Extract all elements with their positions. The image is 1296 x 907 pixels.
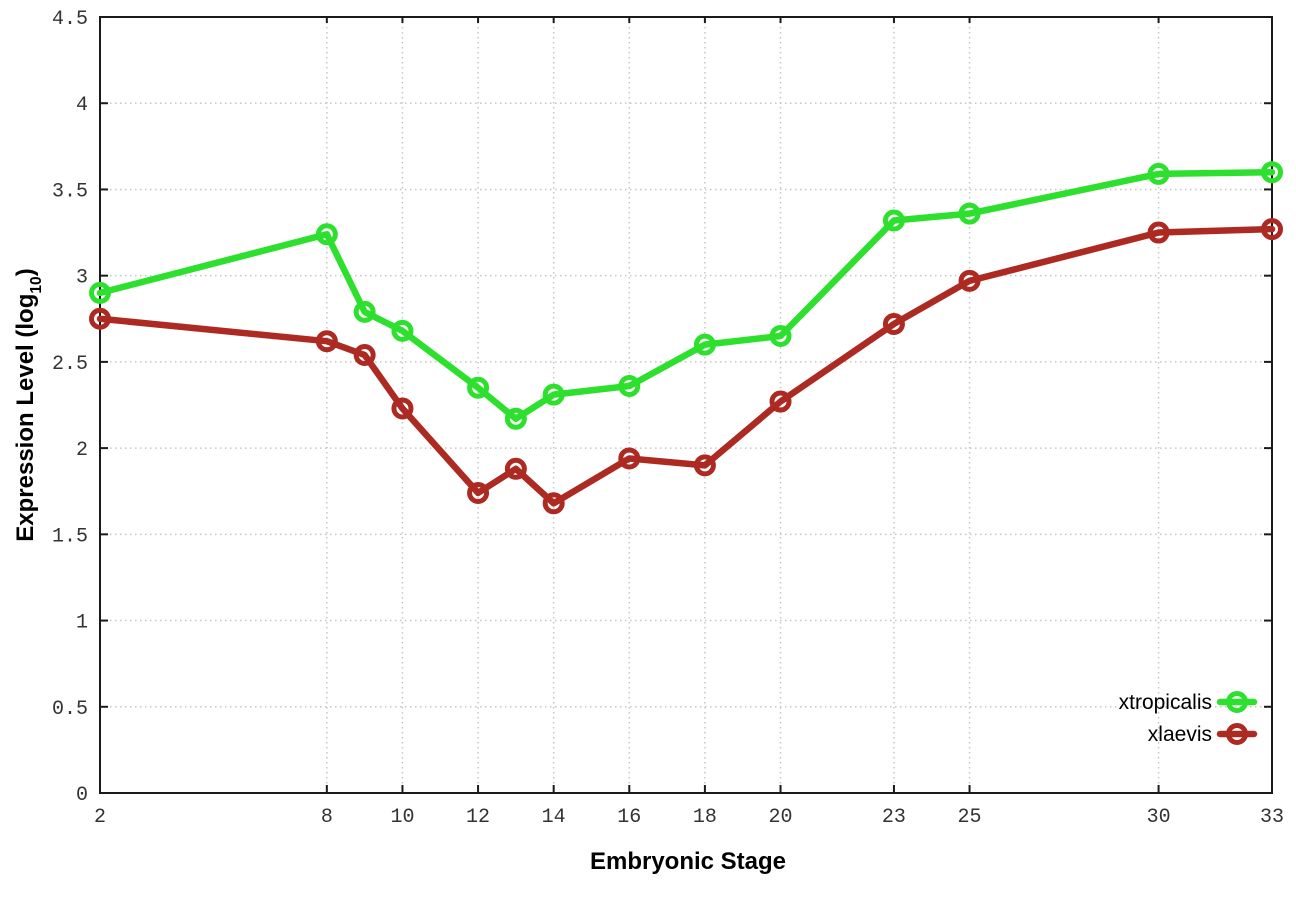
data-point-marker-xlaevis xyxy=(315,330,338,353)
plot-border xyxy=(99,16,1273,794)
y-axis-title-text: Expression Level (log xyxy=(12,293,40,542)
data-point-marker-xtropicalis xyxy=(693,333,716,356)
data-point-marker-xlaevis xyxy=(693,454,716,477)
data-point-marker-xtropicalis xyxy=(618,375,641,398)
y-axis-title-subscript: 10 xyxy=(28,276,46,294)
data-point-marker-xtropicalis xyxy=(1147,162,1170,185)
x-tick-label: 23 xyxy=(882,806,906,829)
series-line-xtropicalis xyxy=(96,168,1276,423)
data-point-marker-xtropicalis xyxy=(504,407,527,430)
data-point-marker-xlaevis xyxy=(504,457,527,480)
x-tick-label: 25 xyxy=(958,806,982,829)
data-point-marker-xlaevis xyxy=(769,390,792,413)
y-tick-label: 2 xyxy=(76,439,88,462)
x-tick-label: 20 xyxy=(769,806,793,829)
x-tick-label: 30 xyxy=(1147,806,1171,829)
legend-label-xlaevis: xlaevis xyxy=(1148,723,1212,746)
data-point-marker-xtropicalis xyxy=(353,300,376,323)
x-tick-label: 14 xyxy=(542,806,566,829)
data-point-marker-xtropicalis xyxy=(89,281,111,304)
y-tick-label: 1 xyxy=(76,612,88,635)
y-tick-label: 4 xyxy=(76,94,88,117)
data-point-marker-xlaevis xyxy=(542,492,565,515)
y-axis-title-close: ) xyxy=(12,268,40,277)
data-point-marker-xlaevis xyxy=(618,447,641,470)
data-point-marker-xlaevis xyxy=(89,307,111,330)
data-point-marker-xtropicalis xyxy=(1261,161,1283,184)
x-tick-label: 16 xyxy=(617,806,641,829)
data-point-marker-xlaevis xyxy=(882,312,905,335)
y-tick-label: 1.5 xyxy=(52,525,88,548)
data-point-marker-xlaevis xyxy=(467,481,490,504)
y-tick-label: 3.5 xyxy=(52,180,88,203)
legend-sample-marker-xtropicalis xyxy=(1226,691,1248,713)
y-tick-label: 0.5 xyxy=(52,698,88,721)
data-point-marker-xtropicalis xyxy=(769,325,792,348)
series-line-xlaevis xyxy=(96,225,1276,507)
x-tick-label: 33 xyxy=(1260,806,1284,829)
y-tick-label: 4.5 xyxy=(52,8,88,31)
legend-sample-marker-xlaevis xyxy=(1226,723,1248,745)
data-point-marker-xtropicalis xyxy=(391,319,414,342)
data-point-marker-xlaevis xyxy=(353,343,376,366)
data-point-marker-xtropicalis xyxy=(882,209,905,232)
legend-label-xtropicalis: xtropicalis xyxy=(1119,691,1212,714)
data-point-marker-xlaevis xyxy=(1147,221,1170,244)
x-axis-title: Embryonic Stage xyxy=(589,848,787,875)
data-point-marker-xtropicalis xyxy=(467,376,490,399)
y-tick-label: 3 xyxy=(76,267,88,290)
y-tick-label: 2.5 xyxy=(52,353,88,376)
data-point-marker-xlaevis xyxy=(391,397,414,420)
data-point-marker-xlaevis xyxy=(1261,218,1283,241)
x-tick-label: 18 xyxy=(693,806,717,829)
data-point-marker-xtropicalis xyxy=(958,202,981,225)
x-tick-label: 12 xyxy=(466,806,490,829)
data-point-marker-xtropicalis xyxy=(315,223,338,246)
y-axis-title: Expression Level (log10) xyxy=(12,268,46,542)
x-tick-label: 2 xyxy=(94,806,106,829)
y-tick-label: 0 xyxy=(76,784,88,807)
x-tick-label: 10 xyxy=(390,806,414,829)
x-tick-label: 8 xyxy=(321,806,333,829)
data-point-marker-xtropicalis xyxy=(542,383,565,406)
data-point-marker-xlaevis xyxy=(958,269,981,292)
